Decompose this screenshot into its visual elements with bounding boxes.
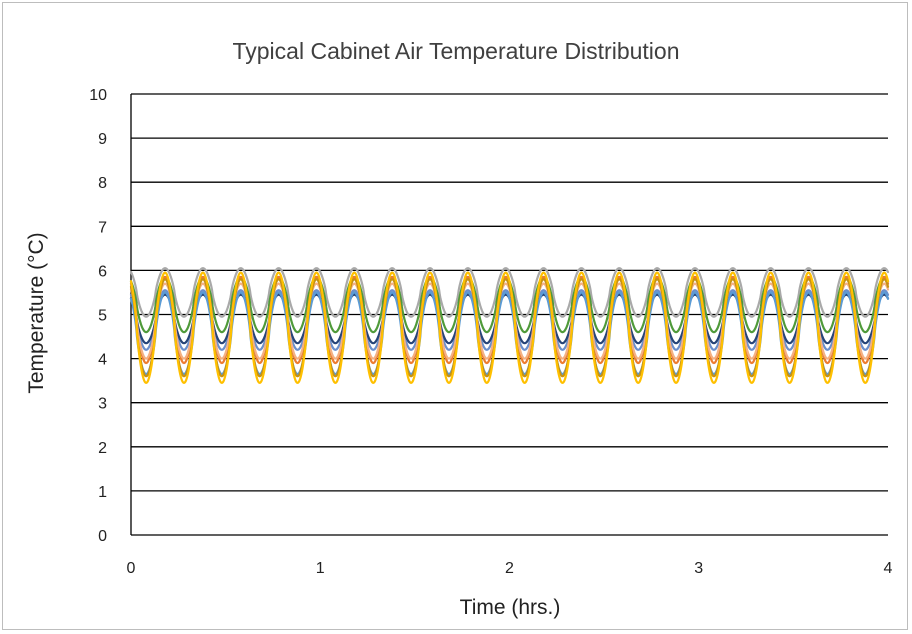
y-tick-label: 7 — [98, 219, 107, 236]
series-line-7 — [129, 291, 890, 376]
y-axis-title: Temperature (°C) — [25, 232, 48, 393]
y-tick-label: 9 — [98, 131, 107, 148]
x-tick-label: 0 — [127, 560, 136, 577]
x-tick-label: 2 — [505, 560, 514, 577]
y-tick-label: 10 — [89, 87, 107, 104]
y-tick-label: 8 — [98, 175, 107, 192]
x-axis-title: Time (hrs.) — [460, 596, 561, 619]
grid-lines — [130, 93, 888, 536]
series-line-1 — [129, 267, 890, 318]
x-tick-labels: 0 1 2 3 4 — [127, 560, 893, 577]
y-tick-label: 2 — [98, 440, 107, 457]
chart-title: Typical Cabinet Air Temperature Distribu… — [232, 38, 679, 64]
series-lines — [129, 267, 890, 384]
x-tick-label: 4 — [884, 560, 893, 577]
series-line-9 — [129, 271, 890, 384]
y-tick-labels: 0 1 2 3 4 5 6 7 8 9 10 — [89, 87, 107, 545]
y-tick-label: 1 — [98, 484, 107, 501]
y-tick-label: 5 — [98, 308, 107, 325]
y-tick-label: 4 — [98, 352, 107, 369]
y-tick-label: 6 — [98, 263, 107, 280]
x-tick-label: 1 — [316, 560, 325, 577]
y-tick-label: 0 — [98, 528, 107, 545]
x-tick-label: 3 — [694, 560, 703, 577]
y-tick-label: 3 — [98, 396, 107, 413]
